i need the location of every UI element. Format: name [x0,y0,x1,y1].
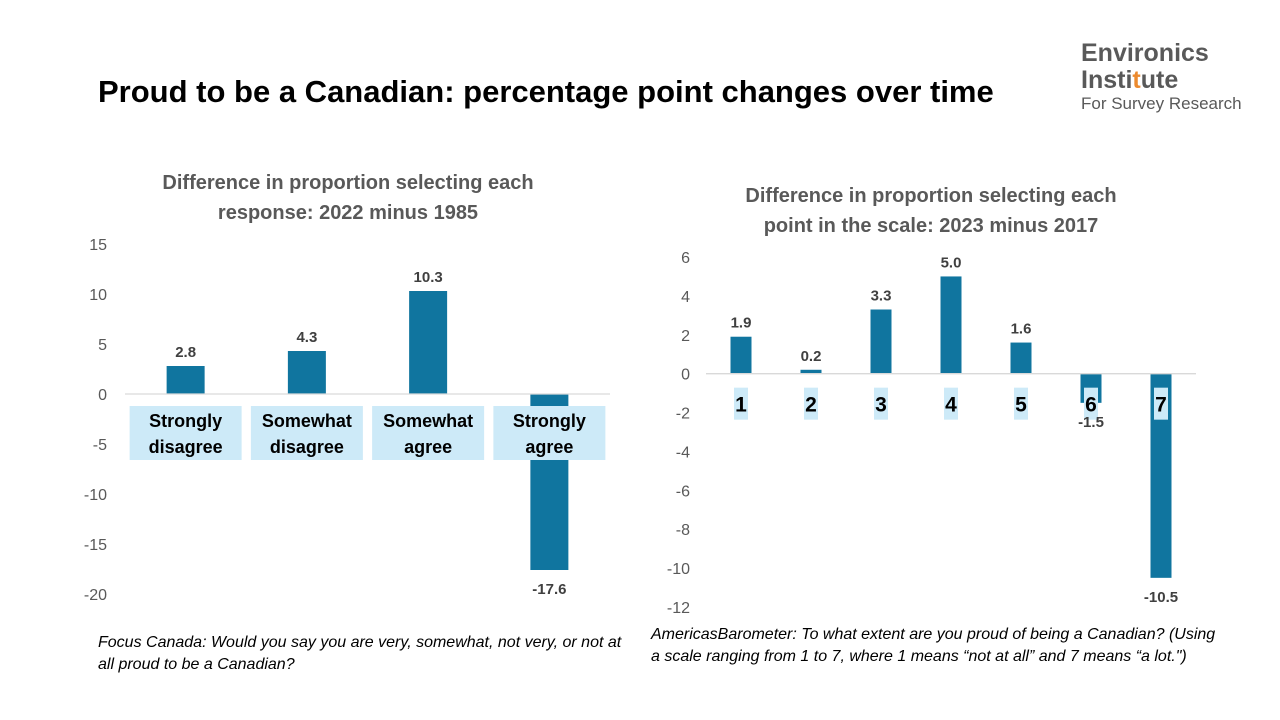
chart-title-line: response: 2022 minus 1985 [218,202,478,224]
category-label-box [250,406,363,460]
bar [800,369,822,374]
right-bar-chart: Difference in proportion selecting each p… [667,185,1196,617]
environics-logo: Environics Institute For Survey Research [1081,40,1271,114]
right-footnote: AmericasBarometer: To what extent are yo… [651,626,1216,665]
data-label: -1.5 [1078,414,1104,431]
data-label: 0.2 [801,348,822,365]
chart-title-line: Difference in proportion selecting each [745,185,1116,207]
y-tick-label: 10 [89,287,107,304]
category-label-box [372,406,485,460]
category-label-box [493,406,606,460]
y-tick-label: -6 [676,483,690,500]
data-label: 2.8 [175,344,196,361]
category-label-box [1014,387,1028,420]
category-label: Strongly [513,411,586,431]
slide-title: Proud to be a Canadian: percentage point… [98,74,994,109]
category-label-box [944,387,958,420]
category-label-box [734,387,748,420]
logo-line-1: Environics [1081,39,1209,67]
bar [409,291,448,394]
category-label: 2 [805,394,817,417]
category-label: 7 [1155,394,1167,417]
y-tick-label: 2 [681,328,690,345]
category-label: 3 [875,394,887,417]
data-label: 3.3 [871,288,892,305]
left-bar-chart: Difference in proportion selecting each r… [84,172,610,604]
data-label: 10.3 [414,269,443,286]
left-footnote: Focus Canada: Would you say you are very… [98,634,622,673]
bar [166,366,205,394]
chart-title-line: Difference in proportion selecting each [162,172,533,194]
y-tick-label: 15 [89,237,107,254]
category-label: 1 [735,394,747,417]
category-label-box [129,406,242,460]
bar [287,351,326,394]
category-label: Somewhat [262,411,352,431]
category-label: Somewhat [383,411,473,431]
y-tick-label: -10 [84,487,107,504]
category-label: 5 [1015,394,1027,417]
data-label: 1.6 [1011,321,1032,338]
y-tick-label: 0 [98,387,107,404]
category-label: 4 [945,394,957,417]
category-label: 6 [1085,394,1097,417]
category-label: agree [525,437,573,457]
y-tick-label: -2 [676,406,690,423]
category-label: Strongly [149,411,222,431]
y-tick-label: 4 [681,289,690,306]
y-tick-label: 5 [98,337,107,354]
y-tick-label: -4 [676,444,690,461]
logo-line-3: For Survey Research [1081,94,1242,113]
category-label: disagree [270,437,344,457]
y-tick-label: -10 [667,561,690,578]
category-label: agree [404,437,452,457]
data-label: 1.9 [731,315,752,332]
chart-title-line: point in the scale: 2023 minus 2017 [764,215,1099,237]
category-label-box [1084,387,1098,420]
y-tick-label: 0 [681,367,690,384]
data-label: -10.5 [1144,589,1178,606]
category-label-box [1154,387,1168,420]
y-tick-label: -12 [667,600,690,617]
logo-line-2: Institute [1081,66,1179,94]
y-tick-label: -8 [676,522,690,539]
data-label: 5.0 [941,254,962,271]
y-tick-label: 6 [681,250,690,267]
y-tick-label: -20 [84,587,107,604]
data-label: -17.6 [532,581,566,598]
bar [730,336,752,374]
bar [1010,342,1032,374]
category-label: disagree [149,437,223,457]
bar [940,276,962,374]
y-tick-label: -15 [84,537,107,554]
data-label: 4.3 [296,329,317,346]
category-label-box [874,387,888,420]
category-label-box [804,387,818,420]
y-tick-label: -5 [93,437,107,454]
bar [1150,373,1172,578]
bar [870,309,892,374]
